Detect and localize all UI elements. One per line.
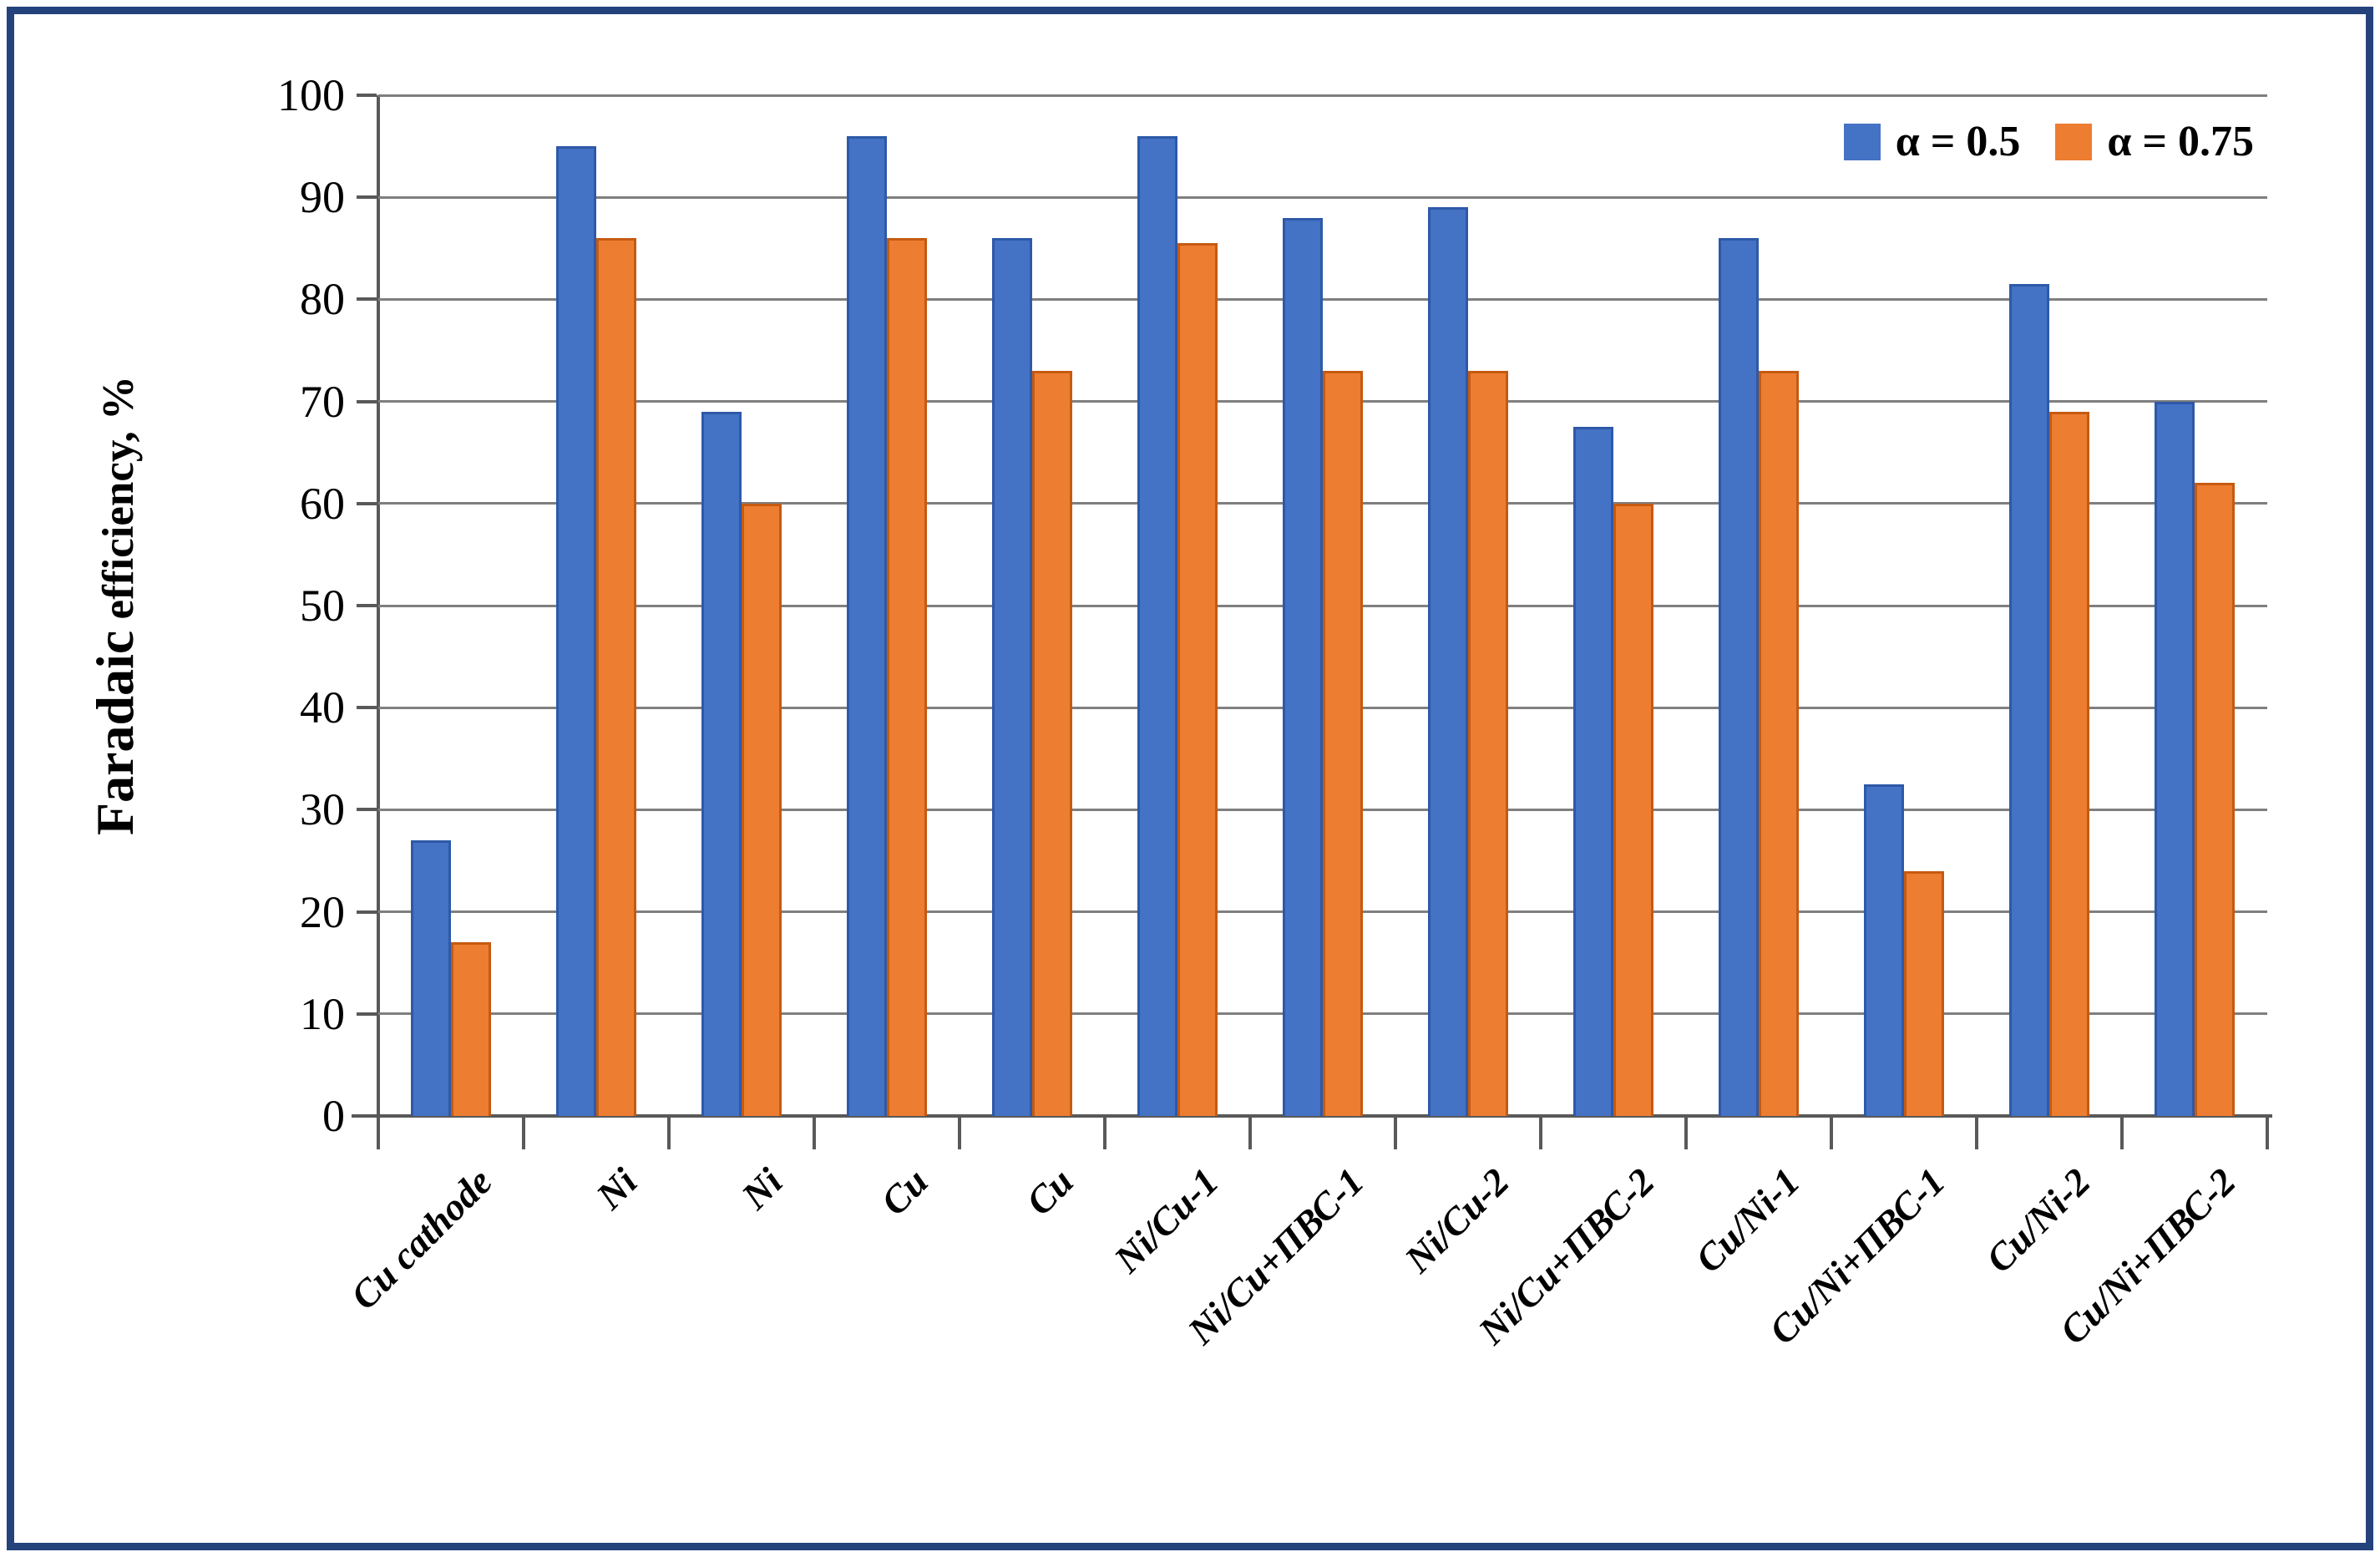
y-tick-10 [357, 1012, 377, 1016]
x-boundary-tick [1103, 1116, 1106, 1149]
y-tick-label: 70 [300, 376, 345, 427]
legend-item-alpha-075: α = 0.75 [2055, 117, 2254, 166]
x-boundary-tick [377, 1116, 380, 1149]
bar-alpha075-Ni [596, 238, 636, 1116]
bar-alpha05-Cu/Ni-1 [1719, 238, 1759, 1116]
gridline-90 [378, 195, 2267, 199]
bar-alpha05-Ni [556, 146, 596, 1116]
x-boundary-tick [1539, 1116, 1542, 1149]
y-tick-label: 40 [300, 682, 345, 733]
bar-alpha075-Cu/Ni-1 [1759, 370, 1799, 1116]
y-tick-70 [357, 399, 377, 403]
y-tick-label: 20 [300, 886, 345, 937]
y-tick-20 [357, 910, 377, 914]
bar-alpha05-Ni/Cu+ПВС-1 [1283, 217, 1323, 1116]
x-axis-line [352, 1114, 2272, 1118]
y-tick-30 [357, 808, 377, 812]
y-axis-title-main: Faradaic [85, 630, 144, 835]
x-boundary-tick [1830, 1116, 1833, 1149]
y-tick-label: 60 [300, 478, 345, 529]
y-tick-40 [357, 706, 377, 710]
x-boundary-tick [1394, 1116, 1397, 1149]
y-tick-label: 10 [300, 988, 345, 1039]
bar-alpha05-Cu cathode [411, 840, 451, 1116]
y-tick-label: 50 [300, 581, 345, 631]
x-boundary-tick [667, 1116, 671, 1149]
y-tick-label: 90 [300, 172, 345, 223]
x-boundary-tick [2266, 1116, 2269, 1149]
y-tick-0 [357, 1114, 377, 1118]
y-tick-label: 30 [300, 784, 345, 835]
bar-alpha075-Ni/Cu-2 [1468, 370, 1508, 1116]
x-boundary-tick [958, 1116, 961, 1149]
gridline-80 [378, 297, 2267, 301]
bar-alpha05-Cu/Ni-2 [2009, 284, 2049, 1116]
legend-label: α = 0.5 [1895, 118, 2021, 165]
y-tick-50 [357, 604, 377, 607]
x-boundary-tick [1248, 1116, 1252, 1149]
bar-alpha05-Cu/Ni+ПВС-2 [2155, 401, 2195, 1116]
bar-alpha05-Ni/Cu-2 [1428, 207, 1468, 1116]
bar-alpha05-Cu [992, 238, 1032, 1116]
bar-alpha075-Cu/Ni-2 [2049, 411, 2089, 1116]
bar-alpha075-Ni/Cu+ПВС-1 [1323, 370, 1363, 1116]
bar-alpha075-Cu/Ni+ПВС-2 [2195, 483, 2235, 1116]
y-axis-title-rest: efficiency, % [94, 376, 143, 631]
y-tick-label: 80 [300, 274, 345, 325]
y-tick-100 [357, 94, 377, 97]
bar-alpha05-Cu [847, 135, 887, 1116]
legend: α = 0.5 α = 0.75 [1843, 117, 2254, 166]
legend-swatch-blue [1843, 123, 1881, 160]
y-tick-label: 0 [322, 1091, 345, 1141]
bar-alpha075-Cu/Ni+ПВС-1 [1904, 870, 1944, 1116]
bar-alpha05-Cu/Ni+ПВС-1 [1864, 784, 1904, 1116]
bar-alpha05-Ni [701, 411, 742, 1116]
bar-alpha075-Cu [1032, 370, 1072, 1116]
bar-alpha075-Ni/Cu-1 [1177, 243, 1218, 1116]
x-boundary-tick [2120, 1116, 2124, 1149]
bar-alpha075-Ni/Cu+ПВС-2 [1613, 503, 1653, 1116]
y-tick-label: 100 [277, 70, 345, 120]
y-axis-title: Faradaic efficiency, % [40, 95, 190, 1116]
bar-alpha075-Ni [742, 503, 782, 1116]
y-axis-line [377, 95, 380, 1139]
legend-swatch-orange [2055, 123, 2093, 160]
bar-alpha05-Ni/Cu+ПВС-2 [1573, 427, 1613, 1116]
x-boundary-tick [1684, 1116, 1688, 1149]
x-boundary-tick [1975, 1116, 1978, 1149]
bar-alpha075-Cu cathode [451, 942, 491, 1116]
y-tick-90 [357, 195, 377, 200]
y-tick-80 [357, 297, 377, 302]
legend-label: α = 0.75 [2107, 118, 2254, 165]
y-tick-60 [357, 501, 377, 505]
bar-alpha05-Ni/Cu-1 [1137, 135, 1177, 1116]
plot-area: α = 0.5 α = 0.75 0 10 20 30 40 50 60 70 80 90 100 C… [277, 71, 2272, 1352]
x-boundary-tick [522, 1116, 525, 1149]
legend-item-alpha-05: α = 0.5 [1843, 117, 2021, 166]
x-boundary-tick [813, 1116, 816, 1149]
bar-alpha075-Cu [887, 238, 927, 1116]
gridline-100 [378, 94, 2267, 97]
